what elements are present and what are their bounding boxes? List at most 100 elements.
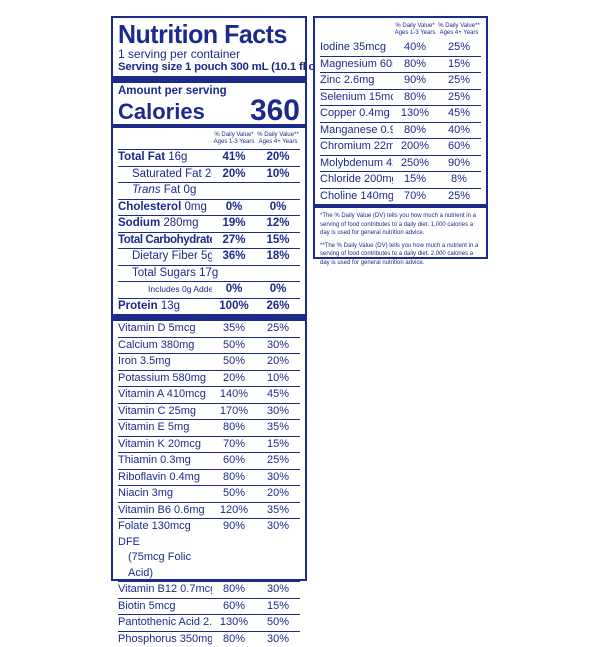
vitamin-name: Chromium 22mcg bbox=[320, 139, 393, 155]
nutrition-facts-panel-right: % Daily Value* Ages 1-3 Years % Daily Va… bbox=[313, 16, 488, 259]
dv-ages-1-3: 70% bbox=[212, 437, 256, 453]
nutrient-row-added-sugars: Includes 0g Added Sugars 0%0% bbox=[118, 281, 300, 298]
dv-ages-4-plus: 10% bbox=[256, 371, 300, 387]
dv-ages-1-3: 250% bbox=[393, 156, 437, 172]
dv-ages-1-3: 80% bbox=[212, 470, 256, 486]
dv-ages-1-3: 90% bbox=[393, 73, 437, 89]
dv-ages-1-3: 35% bbox=[212, 321, 256, 337]
nutrient-row-total-fat: Total Fat 16g 41%20% bbox=[118, 149, 300, 166]
dv-ages-1-3: 20% bbox=[212, 371, 256, 387]
label-title: Nutrition Facts bbox=[118, 20, 293, 48]
dv-header-ages-1-3: % Daily Value* Ages 1-3 Years bbox=[393, 23, 437, 37]
dv-ages-4-plus: 25% bbox=[437, 90, 481, 106]
footnotes: *The % Daily Value (DV) tells you how mu… bbox=[320, 208, 481, 267]
vitamin-name: Vitamin B6 0.6mg bbox=[118, 503, 212, 519]
dv-ages-4-plus: 50% bbox=[256, 615, 300, 631]
calories-value: 360 bbox=[250, 98, 300, 124]
servings-per-container: 1 serving per container bbox=[118, 48, 300, 61]
nutrition-facts-panel-left: Nutrition Facts 1 serving per container … bbox=[111, 16, 307, 581]
vitamin-name: Riboflavin 0.4mg bbox=[118, 470, 212, 486]
dv-ages-1-3: 200% bbox=[393, 139, 437, 155]
dv-ages-4-plus: 90% bbox=[437, 156, 481, 172]
vitamin-row: Pantothenic Acid 2.5mg130%50% bbox=[118, 614, 300, 631]
nutrient-row-saturated-fat: Saturated Fat 2g 20%10% bbox=[118, 166, 300, 183]
dv-header-ages-4-plus: % Daily Value** Ages 4+ Years bbox=[256, 132, 300, 146]
dv-ages-1-3: 60% bbox=[212, 453, 256, 469]
vitamin-name: Phosphorus 350mg bbox=[118, 632, 212, 647]
vitamin-name: Vitamin E 5mg bbox=[118, 420, 212, 436]
dv-ages-1-3: 80% bbox=[393, 57, 437, 73]
dv-ages-1-3: 80% bbox=[212, 420, 256, 436]
dv-ages-4-plus: 8% bbox=[437, 172, 481, 188]
vitamin-note: (75mcg Folic Acid) bbox=[118, 550, 212, 581]
dv-ages-4-plus: 15% bbox=[437, 57, 481, 73]
dv-ages-4-plus: 45% bbox=[437, 106, 481, 122]
dv-ages-4-plus: 30% bbox=[256, 632, 300, 647]
nutrient-row-protein: Protein 13g 100%26% bbox=[118, 298, 300, 315]
vitamin-name: Copper 0.4mg bbox=[320, 106, 393, 122]
vitamin-name: Vitamin C 25mg bbox=[118, 404, 212, 420]
vitamin-name: Iodine 35mcg bbox=[320, 40, 393, 56]
nutrient-row-dietary-fiber: Dietary Fiber 5g 36%18% bbox=[118, 248, 300, 265]
nutrient-row-trans-fat: Trans Fat 0g bbox=[118, 182, 300, 199]
dv-ages-1-3: 120% bbox=[212, 503, 256, 519]
dv-ages-1-3: 15% bbox=[393, 172, 437, 188]
nutrient-row-sodium: Sodium 280mg 19%12% bbox=[118, 215, 300, 232]
dv-ages-4-plus: 35% bbox=[256, 420, 300, 436]
thick-divider-vitamins bbox=[113, 314, 305, 321]
vitamin-row: Folate 130mcg DFE(75mcg Folic Acid)90%30… bbox=[118, 518, 300, 581]
dv-ages-1-3: 40% bbox=[393, 40, 437, 56]
dv-header: % Daily Value* Ages 1-3 Years % Daily Va… bbox=[118, 128, 300, 149]
dv-ages-1-3: 70% bbox=[393, 189, 437, 205]
vitamin-name: Chloride 200mg bbox=[320, 172, 393, 188]
vitamin-name: Niacin 3mg bbox=[118, 486, 212, 502]
vitamin-row: Molybdenum 42mcg250%90% bbox=[320, 155, 481, 172]
dv-ages-1-3: 80% bbox=[393, 90, 437, 106]
footnote-ages-4-plus: **The % Daily Value (DV) tells you how m… bbox=[320, 242, 481, 268]
vitamin-name: Biotin 5mcg bbox=[118, 599, 212, 615]
dv-ages-4-plus: 45% bbox=[256, 387, 300, 403]
dv-header-ages-1-3: % Daily Value* Ages 1-3 Years bbox=[212, 132, 256, 146]
vitamin-name: Iron 3.5mg bbox=[118, 354, 212, 370]
nutrient-row-total-carbohydrate: Total Carbohydrate 41g 27%15% bbox=[118, 232, 300, 249]
vitamin-name: Choline 140mg bbox=[320, 189, 393, 205]
dv-ages-1-3: 50% bbox=[212, 486, 256, 502]
dv-ages-4-plus: 15% bbox=[256, 599, 300, 615]
vitamin-name: Pantothenic Acid 2.5mg bbox=[118, 615, 212, 631]
vitamin-name: Zinc 2.6mg bbox=[320, 73, 393, 89]
thick-divider bbox=[113, 76, 305, 83]
dv-header-right: % Daily Value* Ages 1-3 Years % Daily Va… bbox=[320, 19, 481, 40]
dv-ages-1-3: 80% bbox=[393, 123, 437, 139]
dv-ages-4-plus: 30% bbox=[256, 404, 300, 420]
vitamin-name: Vitamin D 5mcg bbox=[118, 321, 212, 337]
serving-size: Serving size 1 pouch 300 mL (10.1 fl oz) bbox=[118, 61, 300, 76]
vitamin-name: Vitamin A 410mcg bbox=[118, 387, 212, 403]
dv-ages-4-plus: 30% bbox=[256, 470, 300, 486]
dv-ages-1-3: 50% bbox=[212, 338, 256, 354]
vitamin-row: Magnesium 60mg80%15% bbox=[320, 56, 481, 73]
dv-ages-1-3: 140% bbox=[212, 387, 256, 403]
dv-ages-1-3: 90% bbox=[212, 519, 256, 535]
nutrient-row-cholesterol: Cholesterol 0mg 0%0% bbox=[118, 199, 300, 216]
dv-ages-1-3: 50% bbox=[212, 354, 256, 370]
dv-ages-4-plus: 25% bbox=[437, 40, 481, 56]
vitamin-name: Selenium 15mcg bbox=[320, 90, 393, 106]
dv-ages-4-plus: 20% bbox=[256, 354, 300, 370]
dv-ages-1-3: 80% bbox=[212, 632, 256, 647]
